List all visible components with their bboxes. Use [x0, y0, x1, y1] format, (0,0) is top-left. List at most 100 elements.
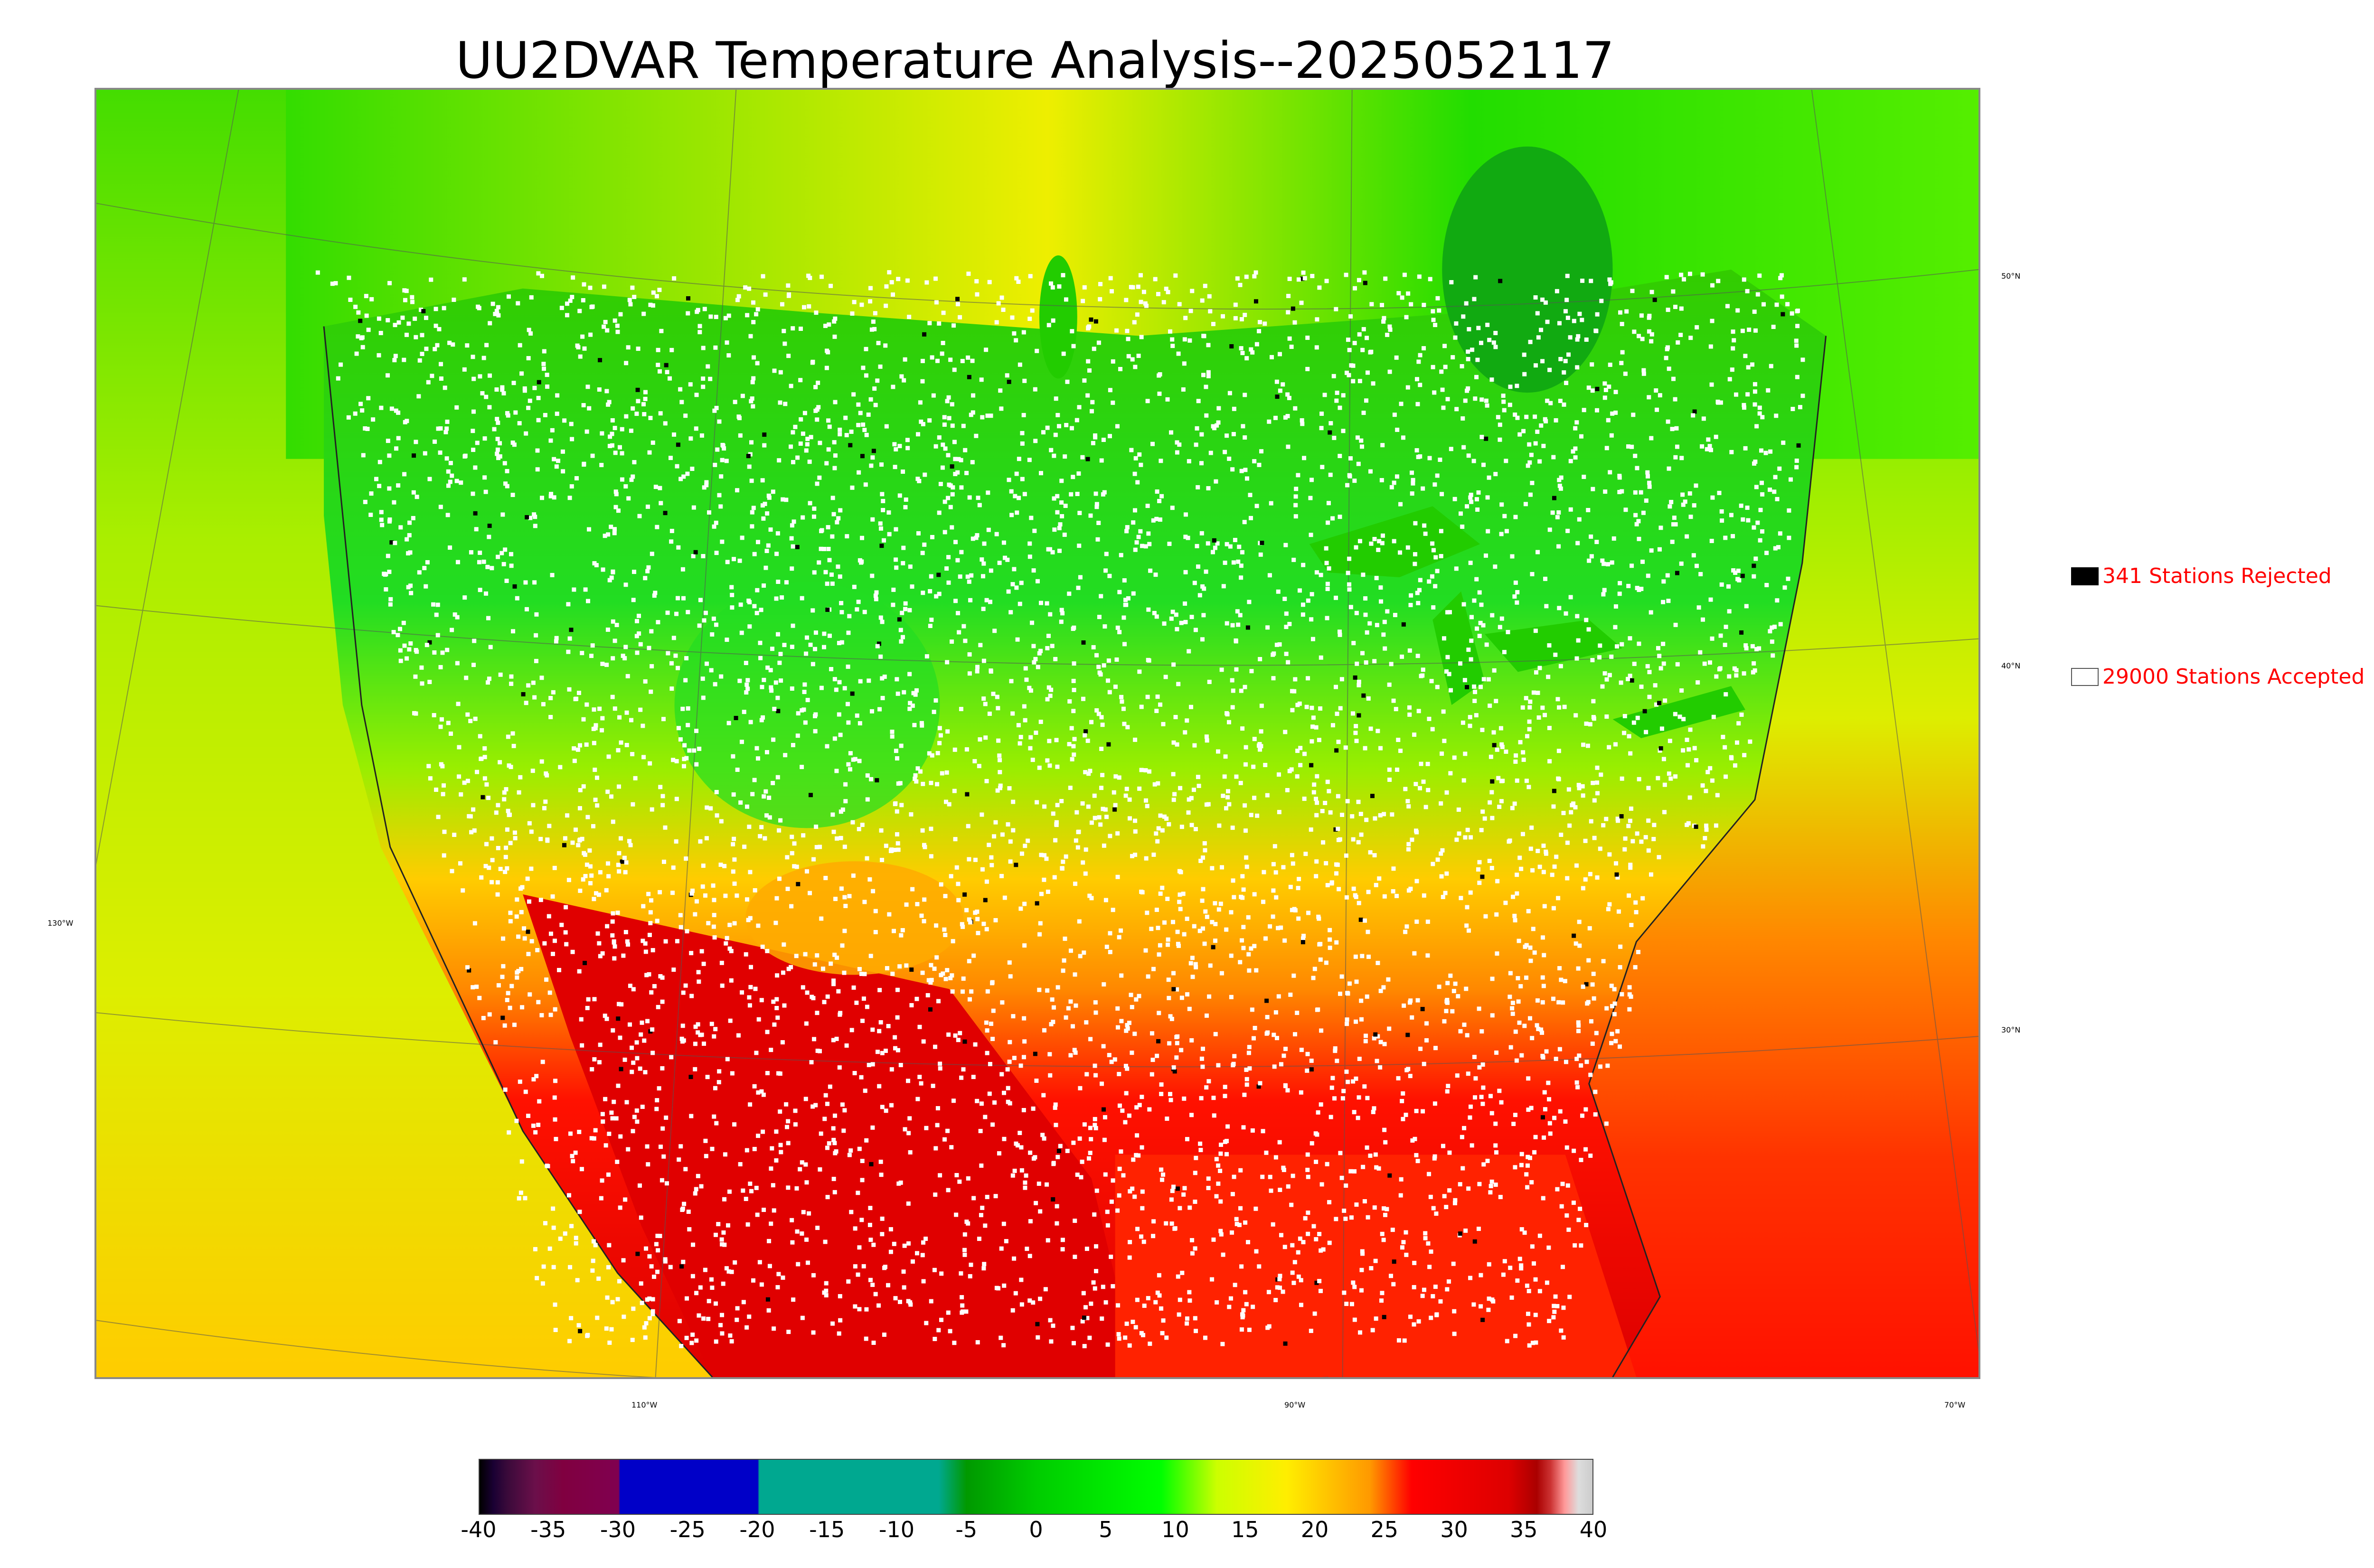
station-marker — [1628, 818, 1632, 823]
station-marker — [815, 953, 820, 958]
station-marker — [895, 691, 900, 696]
station-marker — [565, 313, 569, 318]
station-marker — [954, 865, 959, 870]
station-marker — [369, 491, 374, 496]
station-marker — [1427, 1265, 1432, 1269]
station-marker — [471, 429, 475, 433]
station-marker — [1008, 859, 1013, 864]
station-marker — [1241, 1125, 1246, 1130]
station-marker — [1422, 893, 1426, 898]
station-marker — [1456, 807, 1461, 812]
station-marker — [1508, 385, 1513, 389]
station-marker — [524, 701, 528, 705]
station-marker — [1010, 582, 1015, 587]
station-marker — [650, 441, 655, 445]
station-marker — [414, 440, 418, 444]
station-marker — [920, 1253, 925, 1258]
station-marker — [544, 977, 549, 982]
station-marker — [933, 276, 938, 281]
station-marker — [1022, 378, 1027, 383]
station-marker — [1117, 1166, 1122, 1171]
station-marker — [1271, 676, 1276, 681]
station-marker — [616, 863, 621, 867]
station-marker — [1586, 627, 1591, 632]
station-marker — [1235, 609, 1240, 614]
station-marker — [1185, 992, 1190, 997]
station-marker — [503, 854, 508, 859]
station-marker — [591, 726, 596, 731]
station-marker — [1154, 614, 1159, 619]
station-marker — [1637, 334, 1641, 338]
station-marker — [1695, 325, 1699, 329]
station-marker — [1361, 1164, 1366, 1169]
station-marker — [621, 653, 625, 658]
station-marker — [785, 886, 790, 891]
station-marker — [768, 527, 773, 532]
station-marker — [831, 1176, 836, 1181]
station-marker — [1012, 1056, 1017, 1061]
station-marker — [747, 464, 752, 469]
station-marker — [934, 594, 939, 599]
station-marker — [1609, 654, 1614, 659]
station-marker — [1093, 435, 1098, 440]
station-marker — [1726, 584, 1731, 589]
station-marker — [1659, 726, 1664, 731]
station-marker — [669, 661, 674, 666]
station-marker — [575, 747, 580, 752]
station-marker — [1217, 823, 1222, 828]
station-marker — [1083, 729, 1088, 734]
station-marker — [1472, 1239, 1477, 1244]
station-marker — [774, 997, 779, 1002]
station-marker — [1476, 490, 1481, 495]
station-marker — [1782, 585, 1787, 590]
station-marker — [970, 358, 975, 363]
station-marker — [1231, 1061, 1236, 1066]
station-marker — [1387, 1173, 1392, 1178]
station-marker — [1268, 1174, 1272, 1179]
station-marker — [1344, 370, 1349, 375]
station-marker — [1770, 639, 1774, 644]
station-marker — [1561, 1305, 1566, 1310]
station-marker — [1305, 1152, 1310, 1157]
station-marker — [1216, 1181, 1221, 1186]
station-marker — [1022, 492, 1027, 497]
station-marker — [1355, 661, 1359, 666]
station-marker — [616, 1002, 621, 1006]
station-marker — [1695, 563, 1699, 568]
station-marker — [1054, 1123, 1058, 1127]
station-marker — [1587, 558, 1592, 563]
station-marker — [1423, 805, 1428, 809]
station-marker — [1414, 377, 1419, 382]
station-marker — [1766, 388, 1771, 393]
station-marker — [525, 515, 529, 520]
station-marker — [1346, 338, 1350, 342]
station-marker — [1237, 545, 1242, 549]
station-marker — [915, 902, 920, 907]
station-marker — [1380, 303, 1385, 308]
station-marker — [1412, 951, 1417, 956]
station-marker — [1673, 774, 1678, 779]
station-marker — [1530, 1341, 1535, 1345]
station-marker — [1033, 1155, 1037, 1160]
station-marker — [663, 825, 668, 830]
station-marker — [1423, 531, 1428, 536]
station-marker — [1394, 474, 1399, 479]
station-marker — [1045, 646, 1050, 650]
station-marker — [1229, 995, 1234, 999]
station-marker — [956, 457, 961, 461]
station-marker — [648, 302, 653, 307]
station-marker — [1244, 1068, 1249, 1072]
station-marker — [1551, 996, 1555, 1001]
station-marker — [1175, 742, 1179, 747]
station-marker — [861, 1264, 866, 1268]
station-marker — [1102, 1137, 1107, 1142]
station-marker — [1575, 614, 1580, 619]
station-marker — [923, 845, 927, 849]
station-marker — [1327, 1240, 1332, 1245]
station-marker — [939, 1317, 943, 1322]
station-marker — [995, 788, 1000, 793]
station-marker — [1257, 320, 1262, 325]
station-marker — [709, 668, 714, 673]
station-marker — [933, 1192, 938, 1197]
station-marker — [1211, 322, 1215, 327]
